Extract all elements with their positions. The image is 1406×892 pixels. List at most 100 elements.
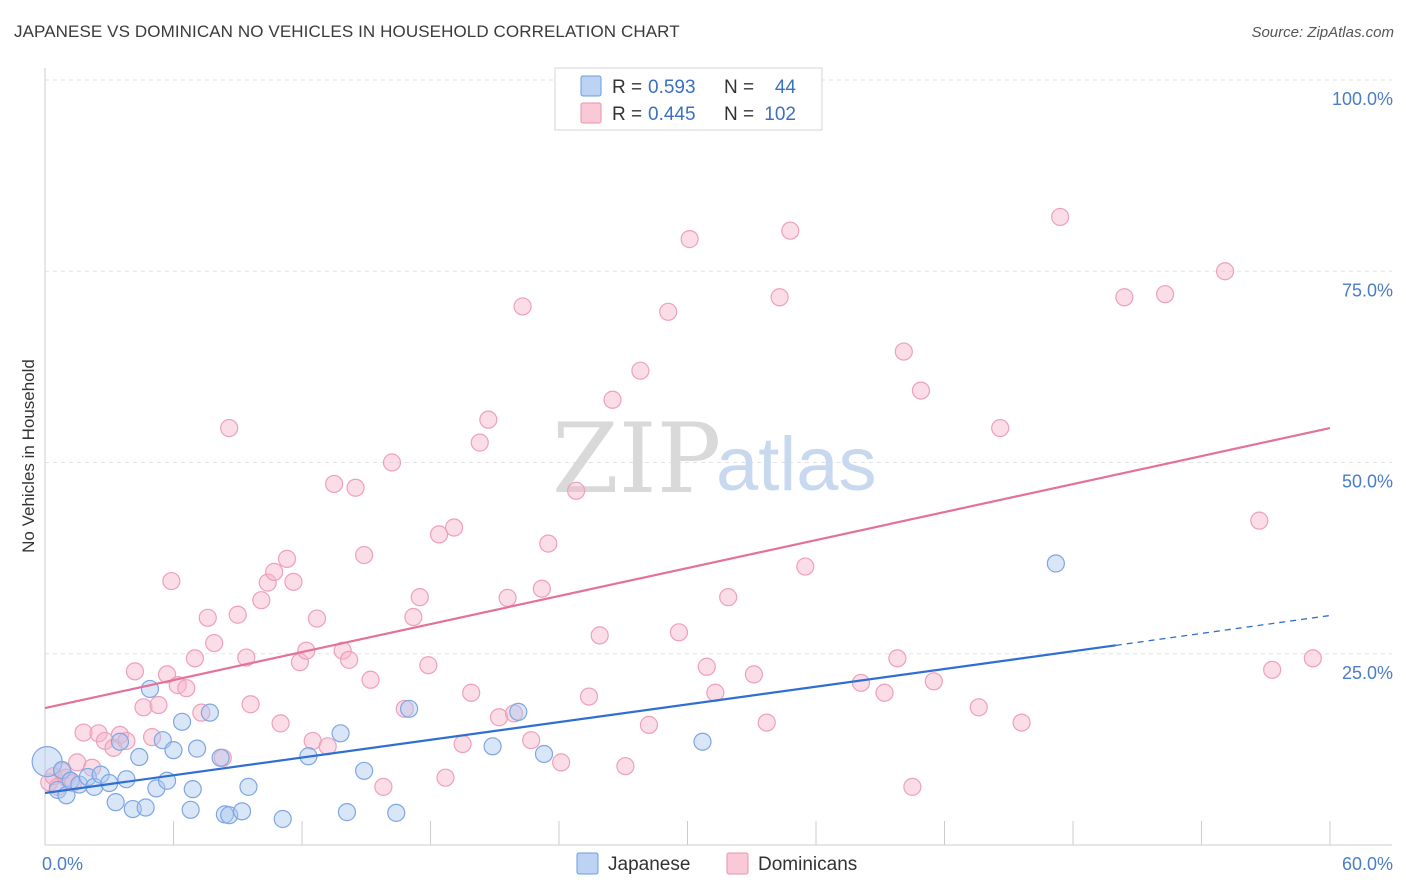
legend-dominicans-r-label: R =: [612, 104, 642, 125]
dominicans-point-74: [631, 361, 650, 380]
dominicans-point-52: [410, 588, 429, 607]
japanese-point-15: [136, 798, 155, 817]
dominicans-point-66: [532, 579, 551, 598]
x-tick-max: 60.0%: [1342, 854, 1393, 874]
japanese-point-38: [483, 737, 502, 756]
dominicans-point-98: [1115, 288, 1134, 307]
legend-dominicans-n-label: N =: [724, 104, 754, 125]
dominicans-point-93: [924, 672, 943, 691]
dominicans-point-37: [290, 653, 309, 672]
bottom-legend-japanese-label: Japanese: [608, 854, 690, 875]
y-tick-label-3: 100.0%: [1332, 89, 1393, 109]
dominicans-point-29: [237, 648, 256, 667]
japanese-point-24: [187, 739, 207, 758]
japanese-point-40: [534, 744, 554, 764]
dominicans-point-88: [875, 683, 894, 702]
dominicans-point-33: [265, 562, 284, 581]
japanese-point-42: [1046, 554, 1065, 573]
japanese-point-22: [181, 800, 200, 819]
y-tick-label-2: 75.0%: [1342, 280, 1393, 300]
dominicans-point-79: [697, 657, 716, 676]
dominicans-point-27: [220, 418, 239, 438]
dominicans-trendline: [44, 427, 1331, 710]
dominicans-point-56: [444, 518, 464, 537]
dominicans-point-22: [185, 649, 205, 668]
dominicans-point-25: [205, 633, 224, 653]
dominicans-point-35: [277, 549, 297, 568]
japanese-point-36: [387, 803, 406, 822]
dominicans-point-24: [198, 608, 217, 627]
legend-japanese-r-label: R =: [612, 77, 642, 98]
dominicans-point-62: [498, 588, 517, 608]
japanese-point-12: [117, 770, 136, 789]
dominicans-point-58: [462, 683, 481, 702]
japanese-trendline: [44, 644, 1116, 795]
dominicans-point-85: [781, 221, 800, 240]
japanese-point-26: [211, 748, 230, 767]
dominicans-point-76: [659, 302, 678, 321]
dominicans-point-49: [382, 453, 402, 472]
dominicans-point-69: [567, 481, 586, 500]
dominicans-point-50: [395, 699, 414, 718]
dominicans-point-92: [911, 381, 931, 400]
dominicans-point-96: [1012, 713, 1031, 732]
japanese-point-35: [355, 761, 374, 780]
watermark-zip: ZIP: [552, 403, 721, 515]
y-tick-labels: 25.0% 50.0% 75.0% 100.0%: [1332, 89, 1393, 683]
japanese-point-25: [200, 703, 220, 722]
dominicans-point-57: [453, 734, 472, 754]
dominicans-point-103: [1303, 649, 1322, 668]
dominicans-point-46: [355, 545, 374, 565]
dominicans-point-7: [74, 723, 93, 742]
dominicans-point-53: [419, 656, 438, 675]
dominicans-point-32: [258, 573, 277, 592]
dominicans-point-28: [228, 605, 247, 624]
dominicans-point-61: [489, 708, 509, 727]
japanese-points: [31, 554, 1065, 829]
dominicans-point-101: [1250, 511, 1269, 530]
dominicans-point-44: [340, 650, 359, 669]
axes: [44, 68, 1392, 846]
dominicans-point-94: [969, 698, 988, 717]
japanese-point-30: [239, 777, 258, 796]
dominicans-point-78: [680, 230, 699, 249]
bottom-legend-dominicans-swatch: [726, 852, 749, 875]
legend-japanese-r-value: 0.593: [648, 77, 696, 98]
y-tick-label-0: 25.0%: [1342, 663, 1393, 683]
watermark: ZIP atlas: [552, 403, 877, 515]
dominicans-point-19: [162, 571, 181, 591]
legend-dominicans-r-value: 0.445: [648, 104, 696, 125]
dominicans-point-97: [1051, 207, 1070, 227]
chart-title: JAPANESE VS DOMINICAN NO VEHICLES IN HOU…: [14, 22, 680, 41]
japanese-point-10: [106, 793, 125, 812]
dominicans-point-36: [284, 572, 303, 591]
dominicans-point-70: [579, 687, 599, 706]
dominicans-point-77: [669, 623, 689, 642]
japanese-point-34: [337, 803, 357, 822]
dominicans-point-51: [404, 607, 423, 627]
dominicans-point-60: [479, 410, 498, 429]
dominicans-point-16: [142, 728, 162, 747]
y-axis-title: No Vehicles in Household: [19, 359, 38, 553]
dominicans-point-34: [271, 714, 290, 733]
japanese-trendline-extension: [1115, 614, 1331, 646]
japanese-point-37: [399, 699, 419, 718]
bottom-legend-dominicans-label: Dominicans: [758, 854, 857, 875]
japanese-point-21: [172, 712, 192, 731]
japanese-point-23: [183, 780, 202, 799]
dominicans-point-99: [1155, 285, 1175, 304]
dominicans-point-45: [346, 478, 365, 497]
japanese-point-39: [509, 702, 528, 721]
dominicans-point-59: [470, 433, 489, 452]
dominicans-point-100: [1215, 262, 1235, 281]
dominicans-point-31: [252, 591, 271, 610]
legend-japanese-n-label: N =: [724, 77, 754, 98]
japanese-point-41: [693, 732, 712, 751]
dominicans-point-21: [177, 679, 196, 698]
dominicans-point-83: [757, 713, 776, 732]
dominicans-point-55: [436, 768, 455, 787]
dominicans-point-102: [1263, 660, 1282, 679]
japanese-point-33: [331, 724, 350, 743]
dominicans-point-15: [134, 698, 153, 717]
dominicans-point-71: [590, 626, 609, 645]
